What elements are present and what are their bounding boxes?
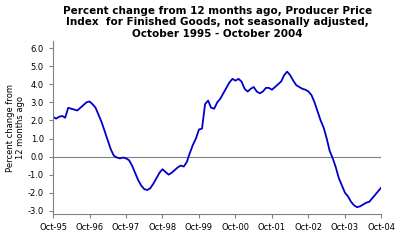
Title: Percent change from 12 months ago, Producer Price
Index  for Finished Goods, not: Percent change from 12 months ago, Produ… <box>63 5 372 39</box>
Y-axis label: Percent change from
12 months ago: Percent change from 12 months ago <box>6 84 25 172</box>
